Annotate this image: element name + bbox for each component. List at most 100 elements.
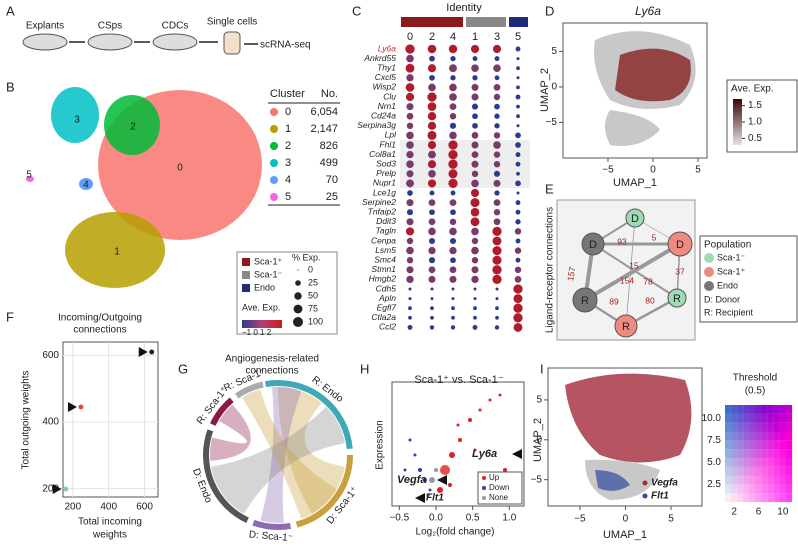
gene-label: Ly6a	[378, 43, 397, 53]
dot	[471, 256, 479, 264]
dot	[406, 237, 414, 245]
ribbon	[211, 406, 345, 514]
heat-cell	[743, 466, 750, 476]
heat-cell	[731, 466, 738, 476]
heat-cell	[755, 466, 762, 476]
dot	[471, 83, 479, 91]
legend-title: Threshold	[733, 373, 777, 384]
gene-label: Lce1g	[373, 187, 396, 197]
dot	[513, 322, 523, 332]
legend-label: Vegfa	[651, 478, 678, 489]
edge-weight: 78	[643, 276, 653, 286]
heat-cell	[725, 431, 732, 441]
cluster-3	[51, 87, 99, 143]
chord-arc	[252, 519, 292, 530]
dot	[513, 303, 523, 313]
dot	[470, 44, 480, 54]
heat-cell	[743, 449, 750, 458]
dot	[405, 83, 415, 92]
dot	[428, 150, 436, 159]
colorbar-label: 0.5	[748, 133, 762, 144]
cluster-swatch	[270, 159, 278, 167]
edge-weight: 154	[620, 275, 634, 285]
heat-cell	[755, 493, 762, 503]
size-key	[294, 292, 302, 300]
chord-arc	[203, 429, 249, 523]
dot	[405, 92, 415, 102]
dot	[449, 103, 457, 110]
dot	[449, 275, 457, 283]
dot	[406, 266, 414, 274]
gene-label: Clu	[383, 91, 396, 101]
cluster-5	[26, 176, 34, 182]
y-tick-label: 0	[536, 434, 542, 445]
dot	[428, 199, 436, 206]
dot	[472, 324, 478, 330]
legend-label: Down	[489, 483, 509, 492]
heat-cell	[785, 431, 793, 441]
heat-cell	[773, 422, 780, 432]
dot	[448, 178, 458, 189]
arrows	[69, 41, 258, 45]
heat-cell	[779, 431, 787, 441]
legend-title: Ave. Exp.	[731, 84, 774, 95]
dot	[450, 190, 456, 196]
heat-cell	[731, 475, 738, 485]
dot	[472, 56, 478, 62]
panel-label: A	[6, 3, 15, 18]
axes	[562, 22, 708, 159]
y-tick-label: 5.0	[707, 457, 721, 468]
heat-cell	[749, 457, 756, 467]
node	[572, 287, 598, 313]
gene-label: Cd24a	[371, 110, 396, 120]
heat-cell	[779, 466, 787, 476]
heat-cell	[785, 493, 793, 503]
dot	[448, 149, 458, 160]
legend-label: D: Donor	[704, 294, 740, 304]
heat-cell	[785, 466, 793, 476]
swatch	[242, 258, 250, 266]
dot	[449, 112, 457, 120]
step-label: CDCs	[162, 21, 189, 32]
row-shade	[400, 44, 530, 92]
dot	[493, 84, 501, 91]
heat-cell	[773, 431, 780, 441]
x-axis-label: weights	[92, 530, 127, 541]
y-tick-label: 2.5	[707, 479, 721, 490]
pointer	[415, 493, 425, 503]
y-axis-label: UMAP_2	[532, 418, 544, 462]
table-cell: 826	[320, 140, 338, 152]
pointer	[512, 449, 522, 459]
dot	[515, 257, 521, 263]
dot	[427, 140, 437, 150]
y-tick-label: 200	[42, 483, 59, 494]
heat-cell	[755, 440, 762, 450]
column-label: 1	[472, 31, 478, 43]
dot	[515, 46, 521, 52]
dot	[427, 160, 437, 169]
dot	[430, 297, 434, 301]
heat-cell	[731, 449, 738, 458]
dot	[428, 83, 436, 92]
dot	[495, 287, 499, 291]
dot	[471, 227, 479, 236]
edge-weight: 80	[645, 295, 655, 305]
dot	[427, 121, 437, 130]
dot	[430, 315, 434, 320]
node-label: R	[622, 321, 630, 333]
chord-arc	[210, 397, 234, 426]
gene-label: Vegfa	[397, 474, 427, 486]
gene-label: Fhl1	[379, 139, 396, 149]
swatch	[242, 284, 250, 292]
panel-label: C	[352, 3, 361, 18]
dot	[429, 209, 435, 216]
heat-cell	[743, 405, 750, 414]
dot	[473, 306, 477, 311]
node-label: D	[631, 213, 639, 225]
heat-cell	[749, 475, 756, 485]
dot	[450, 325, 456, 330]
dot	[471, 246, 479, 255]
gene-label: Serpine2	[362, 197, 396, 207]
dot	[406, 131, 414, 140]
swatch	[482, 476, 486, 480]
